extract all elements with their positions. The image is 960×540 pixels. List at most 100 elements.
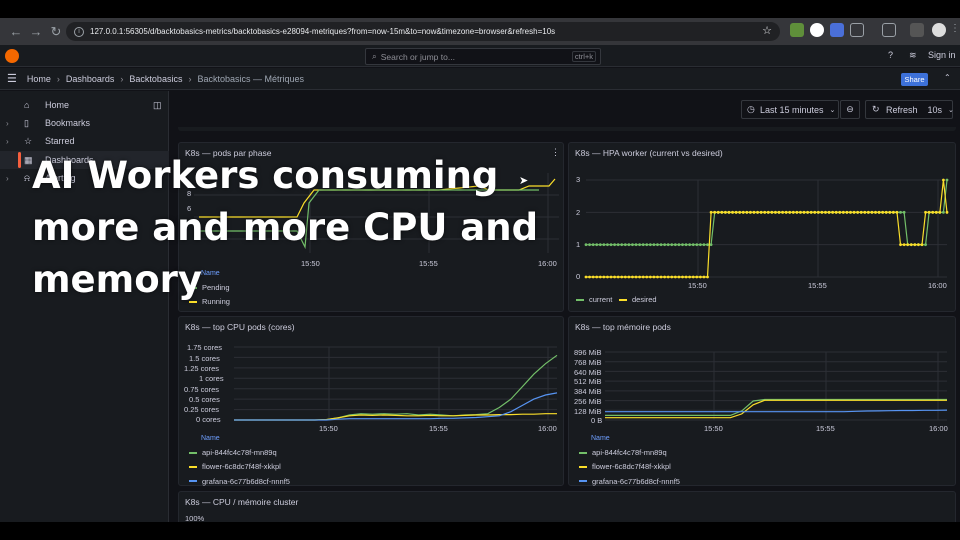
news-icon[interactable]: ≋	[909, 50, 917, 60]
sidebar-item-home[interactable]: ⌂ Home ◫	[0, 96, 169, 114]
data-point	[623, 275, 627, 279]
data-point	[841, 210, 845, 214]
chevron-up-icon[interactable]: ⌃	[944, 73, 951, 82]
data-point	[652, 243, 656, 247]
time-range-picker[interactable]: ◷ Last 15 minutes ⌄	[741, 100, 839, 119]
legend-label: flower-6c8dc7f48f-xkkpl	[592, 462, 671, 471]
sidebar-item-bookmarks[interactable]: › ▯ Bookmarks	[0, 114, 169, 132]
y-tick: 640 MiB	[574, 368, 602, 377]
breadcrumb-current: Backtobasics — Métriques	[197, 73, 304, 84]
breadcrumb-dashboards[interactable]: Dashboards	[65, 73, 115, 84]
extension-shield-icon[interactable]	[790, 23, 804, 37]
chevron-right-icon[interactable]: ›	[6, 118, 9, 128]
avatar[interactable]	[932, 23, 946, 37]
data-point	[913, 243, 917, 247]
data-point	[763, 210, 767, 214]
data-point	[784, 210, 788, 214]
legend-label: current	[589, 295, 613, 304]
legend-item-pending[interactable]: Pending	[189, 283, 230, 292]
extension-circle-icon[interactable]	[810, 23, 824, 37]
data-point	[588, 275, 591, 279]
panel-top-memory[interactable]: K8s — top mémoire pods 896 MiB 768 MiB 6…	[568, 316, 956, 486]
breadcrumb-home[interactable]: Home	[26, 73, 51, 84]
x-tick: 15:55	[419, 259, 438, 268]
reload-icon[interactable]: ↻	[50, 23, 62, 39]
legend-item-grafana[interactable]: grafana-6c77b6d8cf-nnnf5	[189, 476, 290, 486]
legend-item-running[interactable]: Running	[189, 297, 230, 306]
legend-swatch	[619, 298, 627, 301]
legend-item-current[interactable]: current	[576, 295, 612, 304]
legend-swatch	[579, 480, 587, 482]
y-tick: 1.5 cores	[189, 354, 220, 363]
data-point	[688, 243, 692, 247]
data-point	[877, 210, 881, 214]
data-point	[917, 243, 920, 247]
legend-swatch	[189, 480, 197, 482]
sidebar-item-alerting[interactable]: › ⍾ Alerting	[0, 169, 169, 187]
data-point	[609, 275, 613, 279]
panel-pods-phase[interactable]: K8s — pods par phase ⋮ 8 6 15:50 15:55 1…	[178, 142, 564, 312]
panel-title: K8s — HPA worker (current vs desired)	[575, 148, 723, 158]
panel-menu-icon[interactable]: ⋮	[551, 147, 560, 157]
extension-blue-icon[interactable]	[830, 23, 844, 37]
x-tick: 16:00	[538, 424, 557, 433]
legend-header: Name	[201, 435, 220, 442]
profile-icon[interactable]	[910, 23, 924, 37]
data-point	[623, 243, 627, 247]
legend-item-grafana[interactable]: grafana-6c77b6d8cf-nnnf5	[579, 476, 680, 486]
panel-top-cpu[interactable]: K8s — top CPU pods (cores) 1.75 cores 1.…	[178, 316, 564, 486]
sidebar-item-label: Starred	[45, 136, 75, 146]
panel-hpa[interactable]: K8s — HPA worker (current vs desired) 3 …	[568, 142, 956, 312]
bell-icon: ⍾	[24, 172, 30, 183]
legend-item-desired[interactable]: desired	[619, 295, 657, 304]
back-icon[interactable]: ←	[9, 24, 23, 39]
help-icon[interactable]: ?	[888, 50, 894, 60]
data-point	[938, 210, 942, 214]
cpu-chart	[234, 346, 558, 421]
legend-item-api[interactable]: api-844fc4c78f-mn89q	[189, 448, 277, 457]
legend-item-api[interactable]: api-844fc4c78f-mn89q	[579, 448, 667, 457]
data-point	[620, 243, 624, 247]
refresh-button[interactable]: ↻ Refresh 10s ⌄	[865, 100, 954, 119]
chevron-right-icon[interactable]: ›	[6, 136, 9, 146]
data-point	[749, 210, 752, 214]
breadcrumb-folder[interactable]: Backtobasics	[129, 73, 183, 84]
share-button[interactable]: Share	[901, 73, 928, 86]
x-tick: 16:00	[538, 259, 557, 268]
grafana-logo-icon[interactable]	[5, 49, 19, 63]
data-point	[638, 275, 642, 279]
legend-item-flower[interactable]: flower-6c8dc7f48f-xkkpl	[579, 462, 671, 471]
data-point	[734, 210, 738, 214]
dock-menu-icon[interactable]: ◫	[153, 99, 162, 110]
data-point	[888, 210, 892, 214]
menu-icon[interactable]: ☰	[7, 73, 17, 85]
data-point	[809, 210, 813, 214]
data-point	[709, 210, 713, 214]
bookmark-star-icon[interactable]: ☆	[762, 25, 772, 37]
sidebar-item-dashboards[interactable]: ▦ Dashboards	[0, 151, 169, 169]
extensions-puzzle-icon[interactable]	[850, 23, 864, 37]
site-info-icon[interactable]: i	[74, 26, 84, 37]
zoom-out-button[interactable]: ⊖	[840, 100, 860, 119]
browser-toolbar: ← → ↻ i 127.0.0.1:56305/d/backtobasics-m…	[0, 18, 960, 45]
data-point	[595, 275, 599, 279]
legend-label: api-844fc4c78f-mn89q	[202, 448, 277, 457]
cast-icon[interactable]	[882, 23, 896, 37]
refresh-interval[interactable]: 10s	[927, 104, 943, 115]
data-point	[656, 275, 659, 279]
data-point	[827, 210, 831, 214]
forward-icon[interactable]: →	[29, 24, 43, 39]
address-bar[interactable]: i 127.0.0.1:56305/d/backtobasics-metrics…	[66, 22, 780, 41]
legend-item-flower[interactable]: flower-6c8dc7f48f-xkkpl	[189, 462, 281, 471]
data-point	[631, 275, 634, 279]
data-point	[620, 275, 624, 279]
sign-in-link[interactable]: Sign in	[928, 50, 956, 60]
search-input[interactable]: ⌕ Search or jump to... ctrl+k	[365, 48, 601, 65]
legend-label: api-844fc4c78f-mn89q	[592, 448, 667, 457]
chevron-right-icon[interactable]: ›	[6, 173, 9, 183]
hpa-chart	[584, 178, 949, 279]
data-point	[648, 275, 652, 279]
kebab-menu-icon[interactable]: ⋮	[950, 23, 960, 34]
sidebar-item-starred[interactable]: › ☆ Starred	[0, 132, 169, 150]
time-range-label: Last 15 minutes	[760, 104, 824, 115]
